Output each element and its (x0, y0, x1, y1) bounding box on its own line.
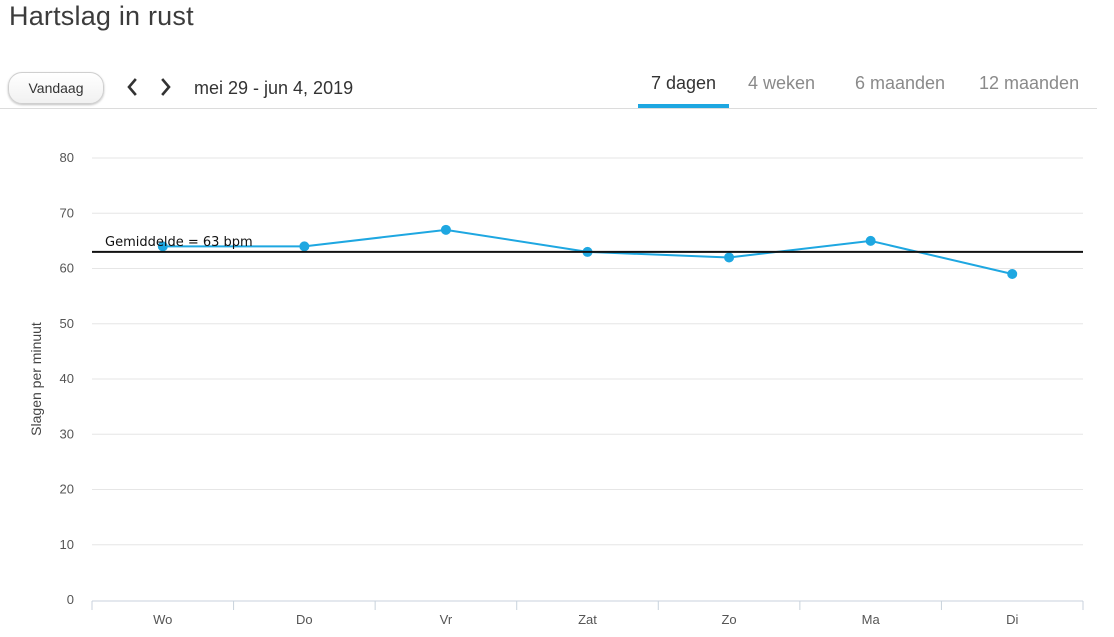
active-tab-indicator (638, 104, 729, 108)
data-point (1007, 269, 1018, 280)
data-point (865, 235, 876, 246)
y-tick-label: 20 (60, 482, 74, 497)
y-tick-label: 30 (60, 426, 74, 441)
tab-7-dagen[interactable]: 7 dagen (651, 73, 717, 93)
x-tick-label: Do (296, 612, 313, 627)
y-tick-label: 0 (67, 592, 74, 607)
toolbar: Vandaag mei 29 - jun 4, 2019 7 dagen 4 w… (0, 66, 1097, 109)
data-point (157, 241, 168, 252)
x-tick-label: Wo (153, 612, 172, 627)
data-point (724, 252, 735, 263)
y-tick-label: 40 (60, 371, 74, 386)
y-tick-label: 70 (60, 205, 74, 220)
y-tick-label: 50 (60, 316, 74, 331)
chevron-left-icon[interactable] (123, 76, 141, 98)
x-tick-label: Zat (578, 612, 597, 627)
data-point (299, 241, 310, 252)
x-tick-label: Zo (721, 612, 736, 627)
tab-12-maanden[interactable]: 12 maanden (979, 73, 1080, 93)
y-tick-label: 10 (60, 537, 74, 552)
y-tick-label: 60 (60, 261, 74, 276)
y-axis-title: Slagen per minuut (28, 322, 44, 436)
data-point (440, 224, 451, 235)
page-title: Hartslag in rust (9, 1, 194, 31)
average-label: Gemiddelde = 63 bpm (105, 235, 253, 250)
chevron-right-icon[interactable] (157, 76, 175, 98)
x-tick-label: Di (1006, 612, 1018, 627)
tab-4-weken[interactable]: 4 weken (748, 73, 816, 93)
tab-6-maanden[interactable]: 6 maanden (855, 73, 946, 93)
x-tick-label: Ma (862, 612, 881, 627)
x-tick-label: Vr (440, 612, 453, 627)
period-tabs: 7 dagen 4 weken 6 maanden 12 maanden (0, 66, 1097, 108)
today-button[interactable]: Vandaag (8, 72, 104, 104)
y-tick-label: 80 (60, 150, 74, 165)
date-range: mei 29 - jun 4, 2019 (194, 78, 354, 98)
